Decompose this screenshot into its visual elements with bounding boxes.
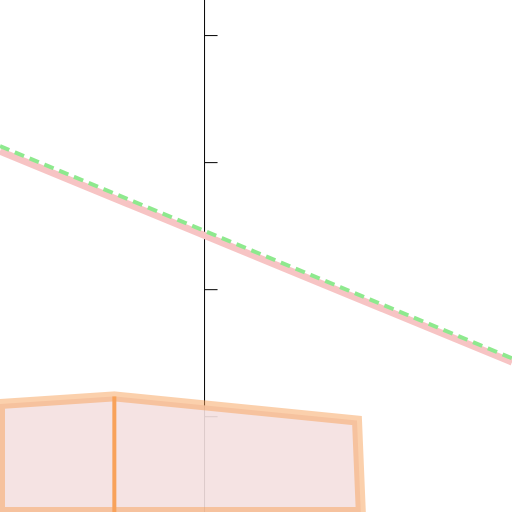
area <box>0 391 366 512</box>
line <box>0 144 512 361</box>
line <box>0 147 512 366</box>
